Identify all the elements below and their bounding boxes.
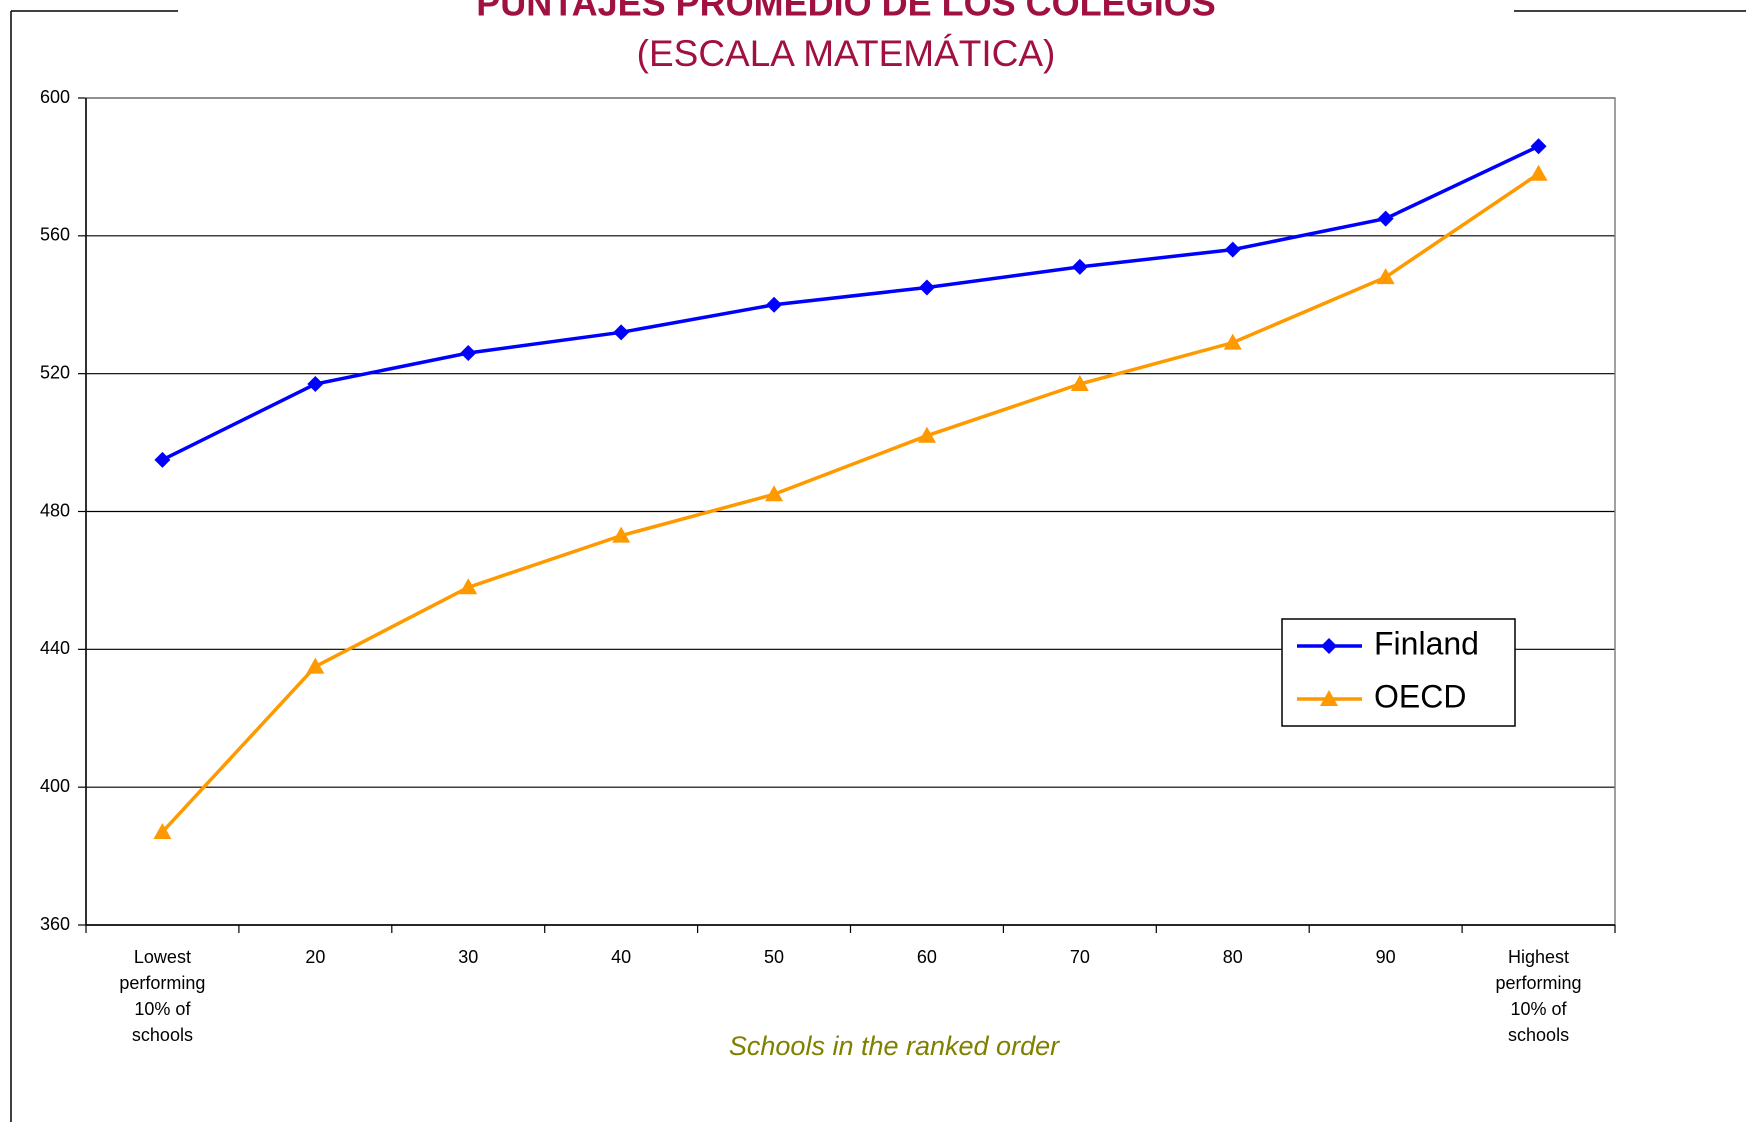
marker: [917, 426, 936, 443]
legend-label: Finland: [1374, 625, 1479, 661]
y-tick-label: 600: [40, 87, 70, 107]
marker: [1223, 333, 1242, 350]
series-line: [161, 172, 1540, 834]
y-tick-label: 440: [40, 638, 70, 658]
marker: [154, 451, 171, 468]
y-tick-label: 520: [40, 362, 70, 382]
x-axis-label: Schools in the ranked order: [729, 1031, 1060, 1061]
x-tick-label: 60: [916, 947, 937, 967]
y-tick-label: 400: [40, 776, 70, 796]
marker: [613, 324, 630, 341]
marker: [1071, 258, 1088, 275]
y-tick-label: 480: [40, 500, 70, 520]
legend-label: OECD: [1374, 678, 1466, 714]
x-tick-label: Highest performing 10% of schools: [1495, 947, 1582, 1045]
marker: [766, 296, 783, 313]
chart-title: PUNTAJES PROMEDIO DE LOS COLEGIOS: [476, 0, 1215, 24]
marker: [460, 344, 477, 361]
marker: [459, 578, 478, 595]
marker: [1530, 138, 1547, 155]
marker: [918, 279, 935, 296]
x-tick-label: Lowest performing 10% of schools: [119, 947, 206, 1045]
y-tick-label: 360: [40, 914, 70, 934]
x-tick-label: 80: [1222, 947, 1243, 967]
marker: [153, 822, 172, 839]
legend: [1281, 618, 1516, 727]
marker: [1070, 375, 1089, 392]
marker: [1376, 268, 1395, 285]
x-tick-label: 20: [305, 947, 326, 967]
x-tick-label: 70: [1069, 947, 1090, 967]
marker: [307, 376, 324, 393]
marker: [1377, 210, 1394, 227]
marker: [765, 485, 784, 502]
marker: [612, 526, 631, 543]
x-tick-label: 50: [764, 947, 785, 967]
y-tick-label: 560: [40, 225, 70, 245]
x-tick-label: 90: [1375, 947, 1396, 967]
marker: [1529, 164, 1548, 181]
marker: [1224, 241, 1241, 258]
marker: [1320, 690, 1338, 706]
chart-subtitle: (ESCALA MATEMÁTICA): [637, 33, 1056, 74]
x-tick-label: 40: [611, 947, 632, 967]
marker: [306, 657, 325, 674]
series-line: [161, 144, 1540, 462]
x-tick-label: 30: [458, 947, 479, 967]
marker: [1321, 638, 1337, 654]
